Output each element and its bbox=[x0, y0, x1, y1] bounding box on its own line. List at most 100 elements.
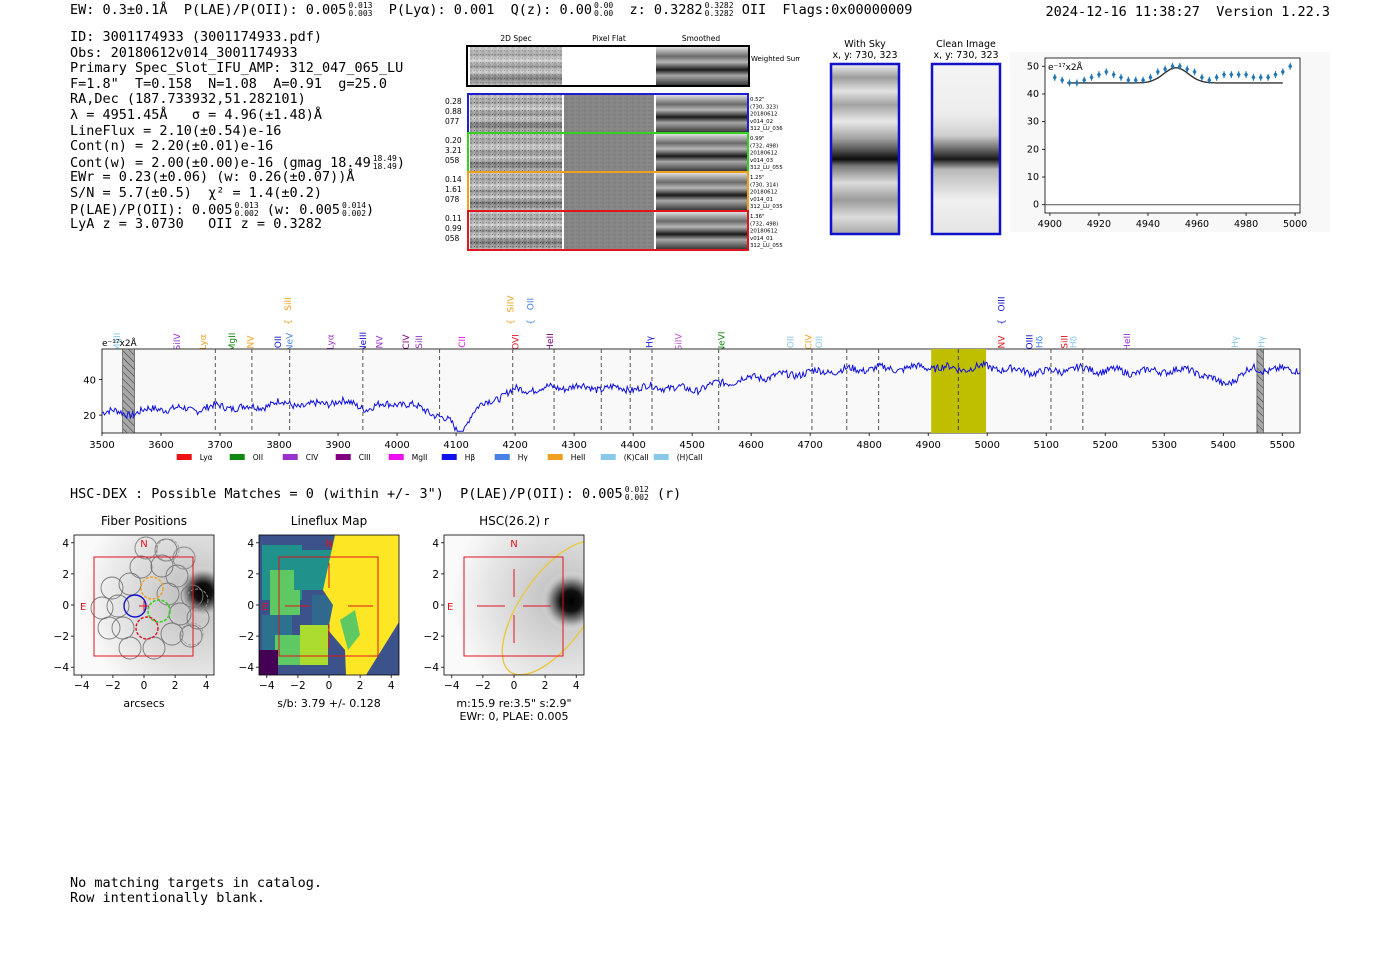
fiber-green bbox=[147, 599, 171, 623]
panel-ytick-label: −2 bbox=[424, 631, 439, 643]
fiber-circle bbox=[118, 636, 142, 660]
plya-value: P(Lyα): 0.001 bbox=[388, 2, 495, 18]
panel-ytick-label: 2 bbox=[432, 569, 439, 581]
svg-text:NV: NV bbox=[247, 335, 257, 349]
detection-info: ID: 3001174933 (3001174933.pdf) Obs: 201… bbox=[70, 29, 405, 233]
zoom-ytick-label: 30 bbox=[1027, 117, 1039, 128]
spec-xtick-label: 4700 bbox=[797, 440, 822, 451]
svg-text:HeII: HeII bbox=[546, 333, 556, 351]
zoom-data-point bbox=[1119, 74, 1124, 81]
info-sn: S/N = 5.7(±0.5) χ² = 1.4(±0.2) bbox=[70, 184, 322, 201]
qz-value: Q(z): 0.00 bbox=[510, 2, 592, 18]
spec-xtick-label: 4400 bbox=[620, 440, 645, 451]
spec-xtick-label: 5300 bbox=[1152, 440, 1177, 451]
hsc-xlabel-1: m:15.9 re:3.5" s:2.9" bbox=[456, 697, 571, 710]
full-spectrum-chart: MgII{SiIV{Lyα{MgII{NV{SiII{OII{NeV{Lyα{N… bbox=[83, 295, 1301, 462]
lineflux-map-panel: Lineflux Map N E −4 −4 −2 −2 0 0 2 2 4 4 s/b: 3.7… bbox=[239, 514, 400, 710]
spec-xtick-label: 3600 bbox=[148, 440, 173, 451]
legend-swatch bbox=[176, 454, 192, 460]
cutout-right-label: 312_LU_055 bbox=[750, 243, 783, 249]
spec-xtick-label: 5500 bbox=[1270, 440, 1295, 451]
panel-ytick-label: 0 bbox=[432, 600, 439, 612]
svg-text:CIV: CIV bbox=[402, 334, 412, 350]
legend-swatch bbox=[600, 454, 616, 460]
svg-text:OII: OII bbox=[526, 298, 536, 310]
ew-value: EW: 0.3±0.1Å bbox=[70, 2, 168, 18]
version: Version 1.22.3 bbox=[1216, 4, 1330, 20]
legend-label: OII bbox=[253, 453, 263, 462]
svg-text:Hγ: Hγ bbox=[1258, 335, 1268, 348]
cutout-left-label: 0.11 bbox=[445, 214, 462, 223]
spec-xtick-label: 4000 bbox=[384, 440, 409, 451]
legend-swatch bbox=[441, 454, 457, 460]
cutout-left-label: 0.88 bbox=[445, 107, 462, 116]
lineflux-east: E bbox=[262, 602, 268, 613]
spec-xtick-label: 3900 bbox=[325, 440, 350, 451]
spec-ytick-label: 20 bbox=[83, 411, 96, 422]
spec-xtick-label: 4100 bbox=[443, 440, 468, 451]
zoom-data-point bbox=[1163, 66, 1168, 73]
panel-xtick-label: −4 bbox=[74, 680, 90, 692]
legend-swatch bbox=[388, 454, 404, 460]
zoom-data-point bbox=[1251, 74, 1256, 81]
cutout-right-label: v014_01 bbox=[750, 236, 773, 242]
svg-text:MgII: MgII bbox=[113, 333, 123, 352]
cutout-left-label: 1.61 bbox=[445, 185, 462, 194]
cutout-right-label: (730, 314) bbox=[750, 182, 778, 188]
spec-xtick-label: 5100 bbox=[1034, 440, 1059, 451]
hsc-dex-summary: HSC-DEX : Possible Matches = 0 (within +… bbox=[70, 485, 682, 503]
spec-xtick-label: 5400 bbox=[1211, 440, 1236, 451]
zoom-ytick-label: 20 bbox=[1027, 144, 1039, 155]
cutout-right-label: 0.99" bbox=[750, 136, 764, 142]
svg-text:OIII: OIII bbox=[997, 296, 1007, 311]
panel-xtick-label: −2 bbox=[105, 680, 120, 692]
cutout-right-label: (732, 498) bbox=[750, 221, 778, 227]
svg-text:Hδ: Hδ bbox=[1036, 335, 1046, 348]
timestamp-version: 2024-12-16 11:38:27 Version 1.22.3 bbox=[1046, 4, 1331, 20]
zoom-spectrum-chart: e⁻¹⁷x2Å 4900 4920 4940 4960 4980 5000 0 10 20 30 4… bbox=[1010, 52, 1330, 232]
z-line-name: OII bbox=[741, 2, 767, 18]
legend-swatch bbox=[494, 454, 510, 460]
cutout-left-label: 058 bbox=[445, 234, 460, 243]
cutout-right-label: 1.36" bbox=[750, 214, 764, 220]
legend-label: Hβ bbox=[465, 453, 476, 462]
fiber-circle bbox=[160, 622, 184, 646]
fiber-circle bbox=[168, 602, 192, 626]
svg-text:Hγ: Hγ bbox=[1231, 335, 1241, 348]
fiber-orange bbox=[140, 576, 164, 600]
cutout-left-label: 0.28 bbox=[445, 97, 462, 106]
qz-range: 0.00 0.00 bbox=[593, 1, 614, 18]
flags-value: Flags:0x00000009 bbox=[782, 2, 913, 18]
cutout-left-label: 3.21 bbox=[445, 146, 462, 155]
svg-text:SiII: SiII bbox=[1061, 335, 1071, 349]
zoom-data-point bbox=[1141, 77, 1146, 84]
legend-label: (K)CaII bbox=[624, 453, 649, 462]
svg-text:NeV: NeV bbox=[286, 332, 296, 351]
svg-text:NeVI: NeVI bbox=[718, 331, 728, 352]
svg-text:CII: CII bbox=[458, 336, 468, 348]
lineflux-title: Lineflux Map bbox=[291, 514, 367, 528]
panel-xtick-label: 4 bbox=[388, 680, 395, 692]
fiber-circle bbox=[179, 624, 203, 648]
cutout-left-label: 058 bbox=[445, 156, 460, 165]
cutout-right-label: (730, 323) bbox=[750, 104, 778, 110]
zoom-xtick-label: 4900 bbox=[1038, 219, 1062, 230]
cutout-right-label: 20180612 bbox=[750, 190, 777, 196]
legend-swatch bbox=[653, 454, 669, 460]
info-cont-w: Cont(w) = 2.00(±0.00)e-16 (gmag 18.49 18.… bbox=[70, 153, 405, 171]
legend-label: CIII bbox=[359, 453, 371, 462]
line-id-label: SiII { bbox=[284, 297, 294, 325]
info-id: ID: 3001174933 (3001174933.pdf) bbox=[70, 29, 322, 45]
lineflux-xlabel: s/b: 3.79 +/- 0.128 bbox=[277, 697, 381, 710]
fiber-xlabel: arcsecs bbox=[123, 697, 165, 710]
svg-text:SiIV: SiIV bbox=[173, 333, 183, 351]
spec-xtick-label: 4300 bbox=[561, 440, 586, 451]
hsc-title: HSC(26.2) r bbox=[479, 514, 549, 528]
zoom-data-point bbox=[1133, 77, 1138, 84]
zoom-ytick-label: 0 bbox=[1033, 200, 1039, 211]
zoom-data-point bbox=[1111, 71, 1116, 78]
panel-xtick-label: 0 bbox=[511, 680, 518, 692]
